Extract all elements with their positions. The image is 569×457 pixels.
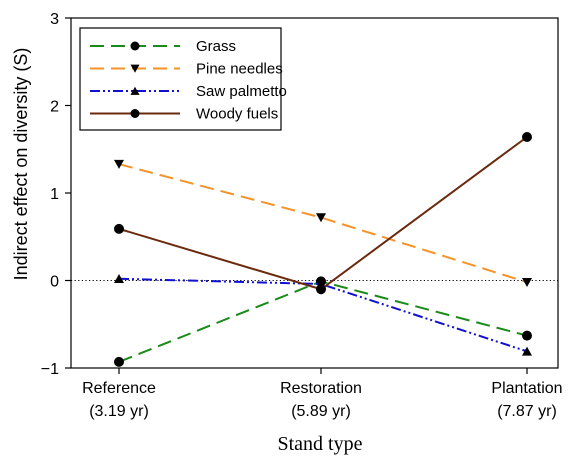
x-tick-label: Restoration [280, 380, 362, 397]
series-layer [114, 132, 532, 367]
legend-label: Pine needles [196, 61, 283, 78]
data-point [522, 330, 532, 341]
data-point [114, 223, 124, 234]
y-tick-label: 0 [50, 274, 59, 291]
legend: Grass Pine needles Saw palmetto Woody fuels [79, 27, 287, 131]
data-point [522, 132, 532, 142]
y-tick-label: 3 [50, 11, 59, 28]
data-point [522, 278, 532, 287]
data-point [114, 274, 124, 283]
y-tick-label: −1 [41, 361, 59, 378]
data-point [522, 346, 532, 356]
y-tick-label: 1 [50, 186, 59, 203]
legend-label: Grass [196, 38, 236, 55]
data-point [316, 213, 326, 223]
series-woody-fuels [114, 132, 532, 295]
x-tick-sublabel: (3.19 yr) [89, 403, 149, 420]
y-axis: −1 0 1 2 3 [41, 11, 71, 378]
legend-marker [130, 109, 140, 118]
legend-label: Saw palmetto [196, 83, 287, 100]
legend-marker [130, 86, 140, 95]
x-tick-label: Plantation [491, 380, 562, 397]
series-line [118, 163, 528, 284]
x-tick-label: Reference [82, 380, 156, 397]
y-axis-title: Indirect effect on diversity (S) [11, 48, 31, 281]
data-point [114, 356, 124, 367]
x-tick-sublabel: (5.89 yr) [291, 403, 351, 420]
series-pine-needles [114, 159, 532, 287]
x-tick-sublabel: (7.87 yr) [497, 403, 557, 420]
series-line [118, 136, 528, 291]
y-tick-label: 2 [50, 99, 59, 116]
legend-label: Woody fuels [196, 106, 278, 123]
x-axis-title: Stand type [278, 433, 363, 455]
legend-marker [130, 64, 140, 73]
x-axis: Reference (3.19 yr) Restoration (5.89 yr) Pl… [82, 368, 563, 420]
data-point [316, 284, 326, 295]
data-point [114, 159, 124, 169]
legend-marker [130, 41, 140, 51]
